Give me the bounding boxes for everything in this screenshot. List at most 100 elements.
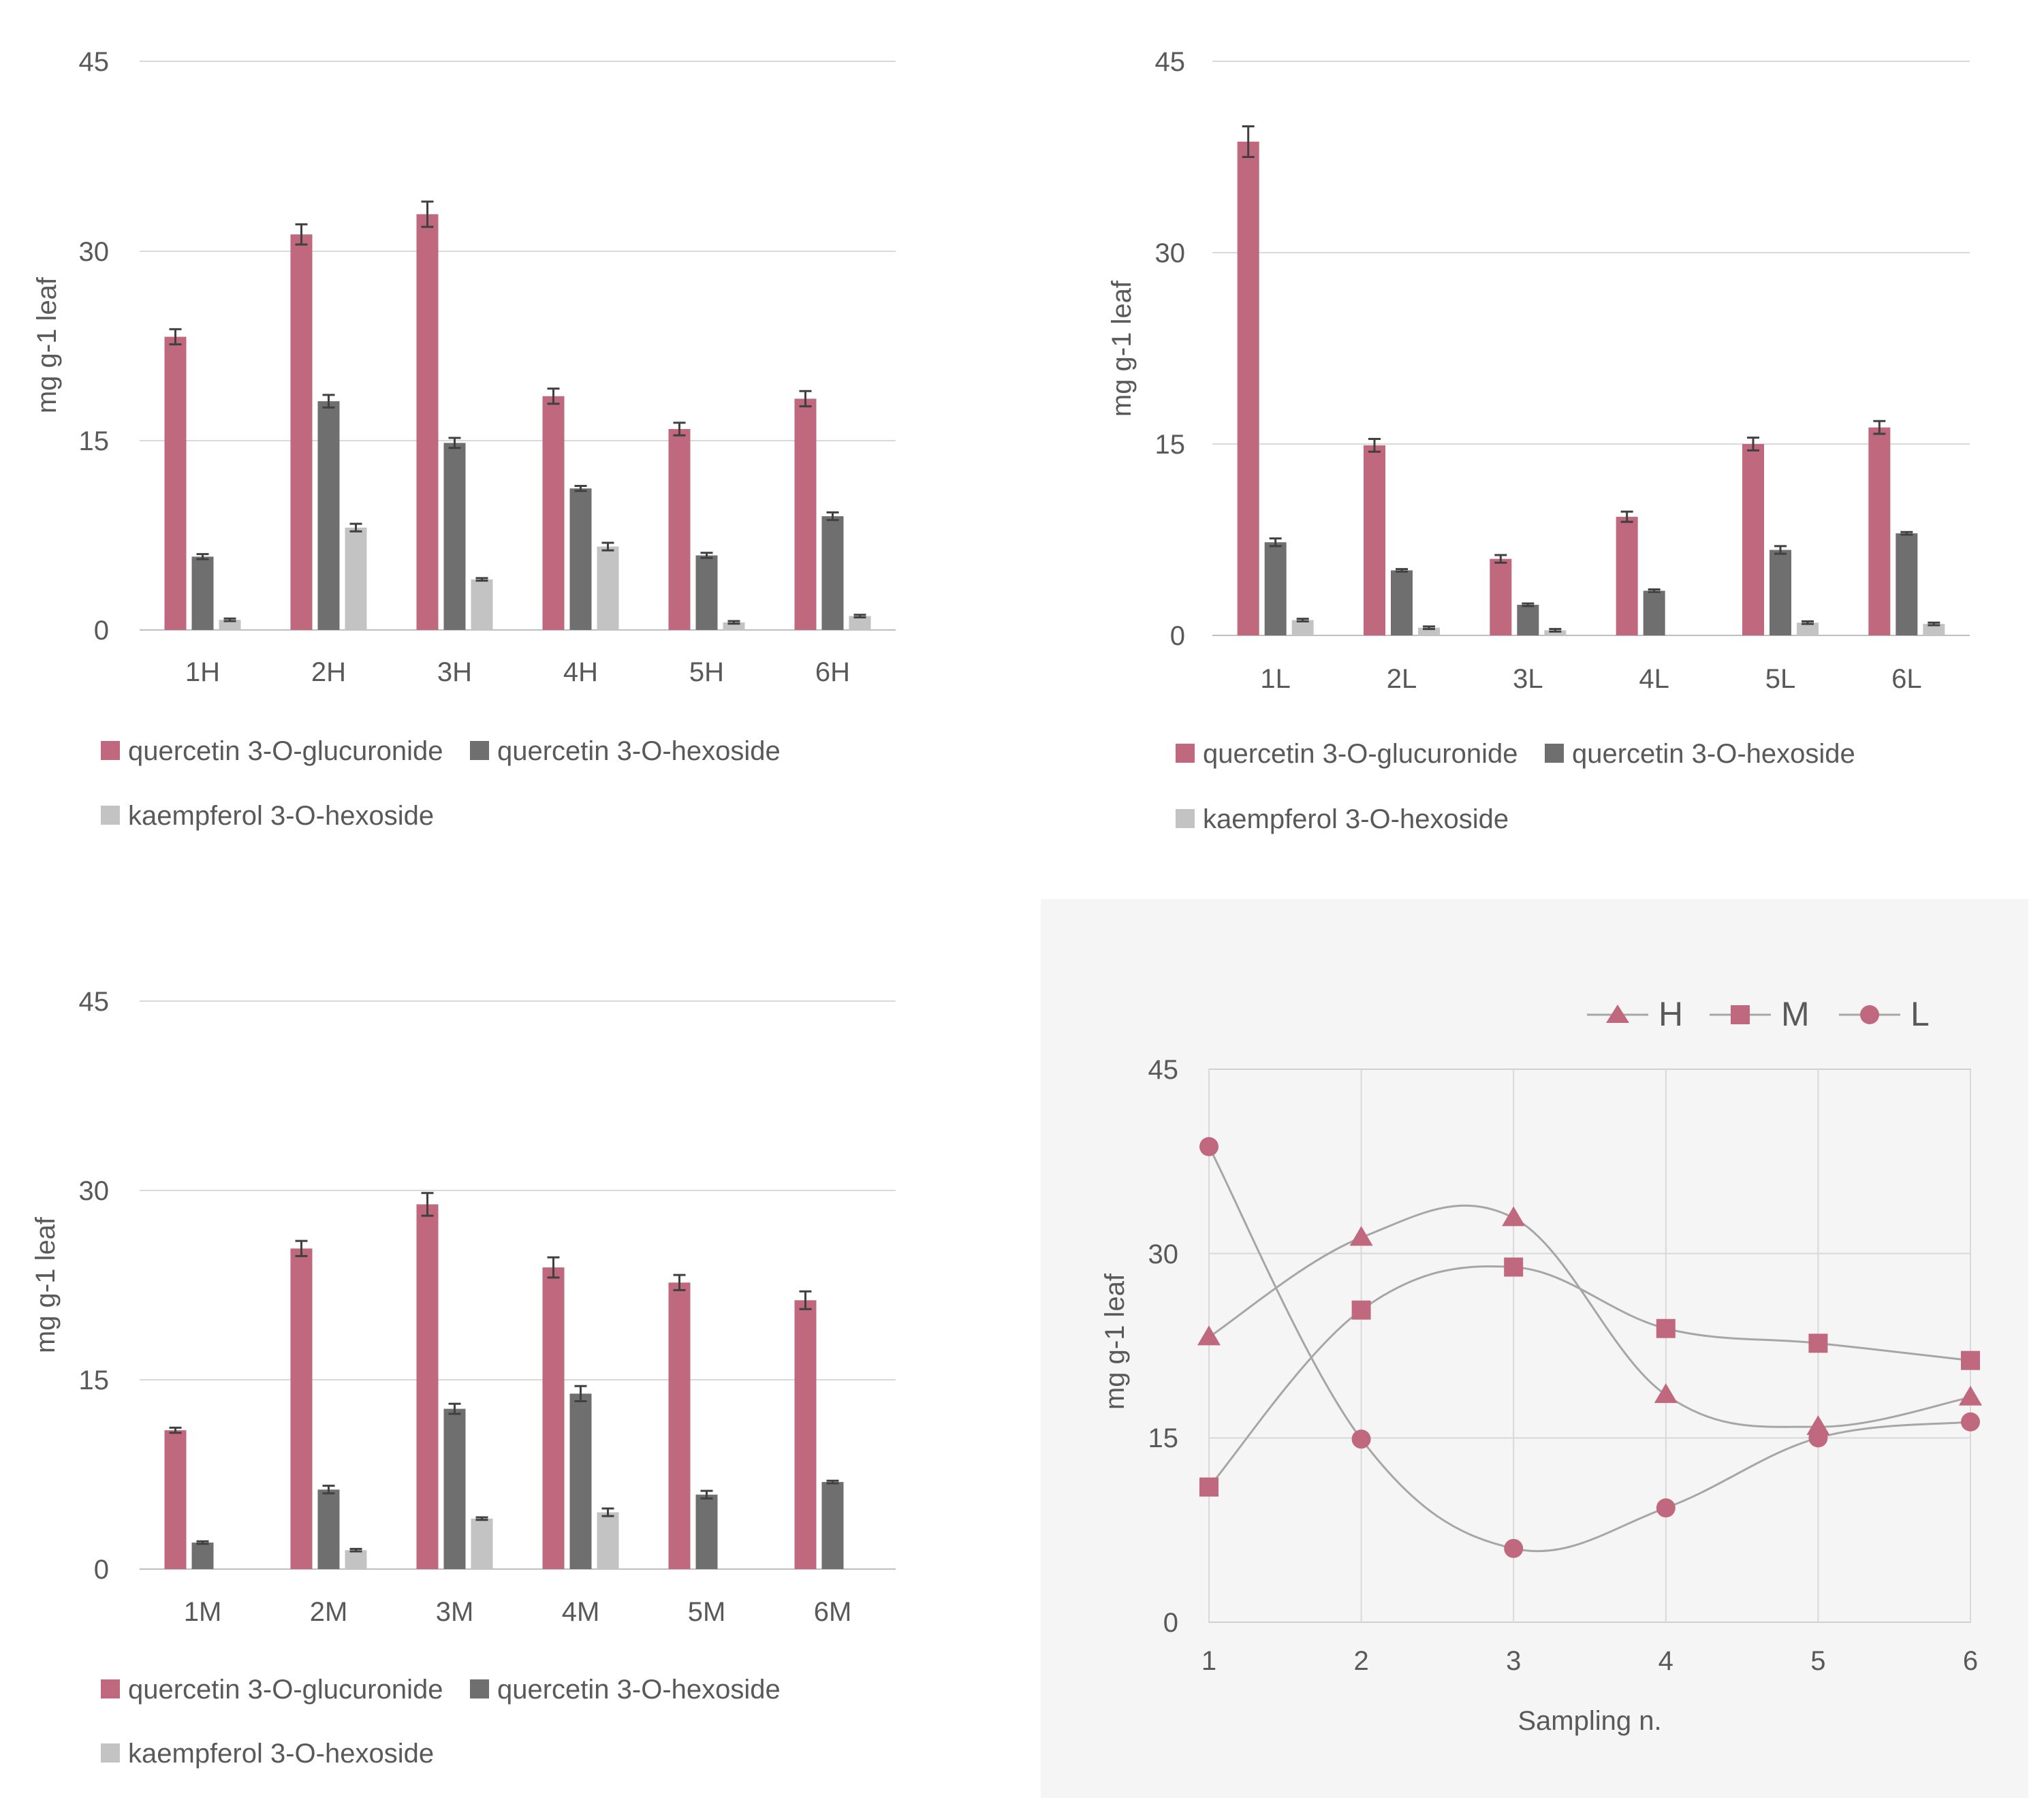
bar-glucuronide-1H — [164, 336, 187, 630]
bar-chart-l: 45 30 15 0 mg g-1 leaf 1L 2L 3L 4L 5L 6L quer… — [1107, 47, 1970, 834]
error-bar-glucuronide-2H — [295, 223, 308, 246]
x-tick-label: 5H — [689, 657, 724, 687]
error-bar-kaempferol-5L — [1802, 620, 1814, 625]
error-bar-hexoside-5H — [700, 552, 713, 559]
y-axis-label: mg g-1 leaf — [1107, 280, 1137, 417]
error-bar-hexoside-1M — [196, 1540, 209, 1545]
legend-label-kaempferol: kaempferol 3-O-hexoside — [128, 801, 434, 831]
bar-group — [164, 1192, 844, 1569]
x-tick-label: 2L — [1387, 664, 1417, 694]
bar-glucuronide-5M — [668, 1282, 691, 1569]
bar-glucuronide-3H — [416, 214, 439, 630]
y-tick-label: 0 — [94, 616, 109, 646]
y-tick-label: 45 — [79, 987, 110, 1017]
bar-glucuronide-3M — [416, 1204, 439, 1569]
x-tick-label: 5M — [688, 1597, 726, 1627]
x-tick-label: 6 — [1963, 1646, 1978, 1676]
legend-label-hexoside: quercetin 3-O-hexoside — [1572, 739, 1855, 769]
error-bar-glucuronide-1H — [169, 328, 182, 346]
error-bar-hexoside-6M — [826, 1479, 839, 1485]
bar-hexoside-4H — [569, 488, 592, 630]
error-bar-hexoside-2H — [322, 394, 335, 409]
y-tick-label: 15 — [1155, 430, 1186, 460]
bar-chart-m: 45 30 15 0 mg g-1 leaf 1M 2M 3M 4M 5M 6M quer… — [31, 987, 896, 1769]
bar-glucuronide-3L — [1490, 558, 1512, 635]
error-bar-kaempferol-4H — [601, 541, 614, 552]
error-bar-kaempferol-4M — [601, 1507, 614, 1517]
x-tick-label: 5 — [1810, 1646, 1825, 1676]
error-bar-glucuronide-3M — [421, 1192, 434, 1217]
legend-marker-circle — [1860, 1005, 1879, 1024]
error-bar-hexoside-1H — [196, 553, 209, 560]
error-bar-glucuronide-5H — [673, 422, 686, 437]
bar-kaempferol-5H — [723, 622, 745, 630]
marker-l-3 — [1504, 1538, 1524, 1558]
bar-hexoside-3L — [1517, 605, 1539, 635]
error-bar-hexoside-3M — [448, 1402, 461, 1415]
bar-glucuronide-6H — [794, 398, 817, 630]
legend-label-kaempferol: kaempferol 3-O-hexoside — [1203, 804, 1509, 834]
bar-glucuronide-4L — [1616, 516, 1638, 635]
bar-hexoside-6M — [821, 1482, 844, 1569]
x-tick-label: 3H — [437, 657, 472, 687]
legend-label-kaempferol: kaempferol 3-O-hexoside — [128, 1739, 434, 1769]
x-tick-labels: 1L 2L 3L 4L 5L 6L — [1260, 664, 1921, 694]
x-tick-label: 6L — [1891, 664, 1922, 694]
bar-hexoside-1L — [1264, 542, 1287, 635]
x-tick-label: 1L — [1260, 664, 1291, 694]
bar-kaempferol-4M — [597, 1512, 619, 1569]
error-bar-hexoside-2L — [1396, 568, 1408, 573]
error-bar-glucuronide-4H — [547, 388, 560, 405]
x-tick-label: 1H — [185, 657, 220, 687]
marker-l-5 — [1808, 1428, 1828, 1448]
y-tick-label: 45 — [79, 47, 110, 77]
bar-kaempferol-6H — [849, 616, 871, 630]
bar-glucuronide-4M — [542, 1267, 565, 1569]
x-axis-label: Sampling n. — [1518, 1706, 1661, 1736]
legend-label-hexoside: quercetin 3-O-hexoside — [497, 1675, 781, 1705]
error-bar-kaempferol-5H — [727, 620, 740, 625]
error-bar-kaempferol-6H — [853, 614, 866, 618]
error-bar-hexoside-5M — [700, 1489, 713, 1500]
legend-swatch-hexoside — [470, 741, 489, 760]
bar-glucuronide-1M — [164, 1430, 187, 1569]
x-tick-labels: 1 2 3 4 5 6 — [1201, 1646, 1978, 1676]
error-bar-hexoside-6H — [826, 511, 839, 522]
legend-marker-triangle — [1606, 1005, 1629, 1023]
line-series-h — [1208, 1204, 1971, 1428]
error-bar-glucuronide-3L — [1494, 554, 1507, 564]
x-tick-labels: 1M 2M 3M 4M 5M 6M — [184, 1597, 852, 1627]
legend-swatch-glucuronide — [1176, 744, 1195, 763]
x-tick-label: 2 — [1353, 1646, 1368, 1676]
bar-glucuronide-6L — [1868, 427, 1891, 635]
bar-chart-h: 45 30 15 0 mg g-1 leaf 1H 2H 3H 4H 5H 6H quer… — [32, 47, 896, 831]
panel-background — [1041, 899, 2028, 1798]
marker-m-5 — [1808, 1333, 1828, 1353]
marker-m-2 — [1351, 1300, 1371, 1320]
legend-label-glucuronide: quercetin 3-O-glucuronide — [1203, 739, 1518, 769]
bar-glucuronide-2M — [290, 1248, 313, 1569]
error-bar-glucuronide-2L — [1368, 438, 1381, 453]
legend-label-glucuronide: quercetin 3-O-glucuronide — [128, 1675, 443, 1705]
x-tick-label: 3 — [1506, 1646, 1521, 1676]
bar-hexoside-5L — [1770, 550, 1791, 635]
bar-hexoside-6H — [821, 516, 844, 630]
legend-swatch-kaempferol — [101, 1743, 120, 1763]
x-tick-label: 4H — [563, 657, 598, 687]
x-tick-label: 5L — [1765, 664, 1796, 694]
y-tick-label: 30 — [79, 237, 110, 267]
error-bar-hexoside-6L — [1900, 531, 1913, 536]
bar-hexoside-6L — [1896, 533, 1918, 635]
y-axis-label: mg g-1 leaf — [31, 1216, 61, 1353]
bar-kaempferol-6L — [1923, 624, 1945, 635]
error-bar-glucuronide-4L — [1620, 510, 1633, 523]
error-bar-kaempferol-3L — [1549, 628, 1562, 633]
bar-kaempferol-5L — [1797, 622, 1819, 635]
marker-m-3 — [1504, 1257, 1524, 1277]
marker-h-2 — [1349, 1226, 1373, 1246]
bar-kaempferol-2H — [345, 527, 367, 630]
x-tick-label: 1 — [1201, 1646, 1216, 1676]
bar-kaempferol-4H — [597, 546, 619, 630]
marker-m-4 — [1656, 1318, 1676, 1338]
error-bar-hexoside-3L — [1522, 602, 1535, 607]
